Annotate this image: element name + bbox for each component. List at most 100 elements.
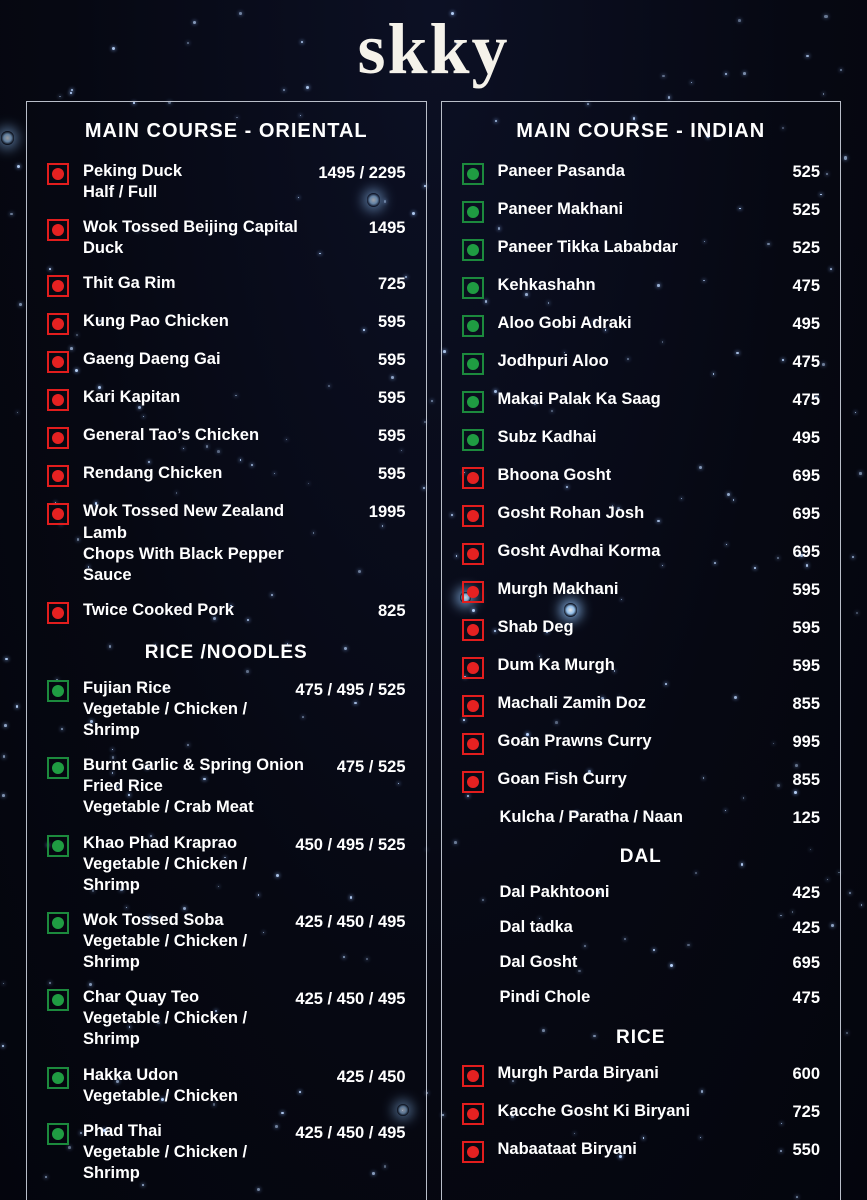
- menu-item-row[interactable]: Burnt Garlic & Spring Onion Fried Rice Ve…: [47, 755, 406, 818]
- menu-item-row[interactable]: Wok Tossed Soba Vegetable / Chicken / Shr…: [47, 910, 406, 973]
- menu-item-row[interactable]: Pindi Chole 475: [462, 987, 821, 1008]
- menu-item-row[interactable]: Jodhpuri Aloo 475: [462, 351, 821, 375]
- menu-item-price: 725: [326, 273, 406, 294]
- menu-item-price: 600: [740, 1063, 820, 1084]
- menu-item-name: Gosht Avdhai Korma: [498, 541, 741, 562]
- menu-item-row[interactable]: Paneer Makhani 525: [462, 199, 821, 223]
- menu-item-price: 495: [740, 313, 820, 334]
- menu-item-name: Fujian Rice Vegetable / Chicken / Shrimp: [83, 678, 285, 741]
- menu-item-row[interactable]: Kari Kapitan 595: [47, 387, 406, 411]
- menu-item-subtext: Vegetable / Chicken / Shrimp: [83, 1008, 285, 1050]
- menu-item-row[interactable]: Gosht Rohan Josh 695: [462, 503, 821, 527]
- menu-item-row[interactable]: Goan Fish Curry 855: [462, 769, 821, 793]
- menu-item-price: 525: [740, 237, 820, 258]
- menu-item-row[interactable]: Dal Pakhtooni 425: [462, 882, 821, 903]
- menu-item-price: 550: [740, 1139, 820, 1160]
- menu-item-price: 475 / 525: [326, 755, 406, 778]
- menu-item-price: 425 / 450 / 495: [285, 987, 405, 1010]
- menu-item-name: Phad Thai Vegetable / Chicken / Shrimp: [83, 1121, 285, 1184]
- veg-indicator-icon: [462, 163, 484, 185]
- menu-item-row[interactable]: Murgh Makhani 595: [462, 579, 821, 603]
- menu-item-price: 495: [740, 427, 820, 448]
- menu-item-row[interactable]: Paneer Tikka Lababdar 525: [462, 237, 821, 261]
- menu-item-row[interactable]: General Tao’s Chicken 595: [47, 425, 406, 449]
- menu-item-row[interactable]: Wok Tossed New Zealand Lamb Chops With Bl…: [47, 501, 406, 585]
- menu-item-row[interactable]: Shab Deg 595: [462, 617, 821, 641]
- menu-item-row[interactable]: Gosht Avdhai Korma 695: [462, 541, 821, 565]
- nonveg-indicator-icon: [462, 1103, 484, 1125]
- menu-item-row[interactable]: Bhoona Gosht 695: [462, 465, 821, 489]
- nonveg-indicator-icon: [462, 733, 484, 755]
- nonveg-indicator-icon: [47, 503, 69, 525]
- menu-item-price: 595: [326, 387, 406, 408]
- menu-item-name: Twice Cooked Pork: [83, 600, 326, 621]
- menu-item-price: 450 / 495 / 525: [285, 833, 405, 856]
- veg-indicator-icon: [462, 315, 484, 337]
- menu-item-row[interactable]: Hakka Udon Vegetable / Chicken 425 / 450: [47, 1065, 406, 1107]
- menu-item-price: 425: [740, 917, 820, 938]
- menu-item-subtext: Vegetable / Chicken: [83, 1086, 326, 1107]
- menu-item-price: 695: [740, 952, 820, 973]
- menu-item-name: Gaeng Daeng Gai: [83, 349, 326, 370]
- menu-item-row[interactable]: Twice Cooked Pork 825: [47, 600, 406, 624]
- menu-item-row[interactable]: Kehkashahn 475: [462, 275, 821, 299]
- menu-item-name: Makai Palak Ka Saag: [498, 389, 741, 410]
- menu-item-price: 1495 / 2295: [308, 161, 405, 184]
- menu-item-row[interactable]: Subz Kadhai 495: [462, 427, 821, 451]
- menu-item-row[interactable]: Dal Gosht 695: [462, 952, 821, 973]
- menu-item-row[interactable]: Dal tadka 425: [462, 917, 821, 938]
- menu-item-name: Paneer Pasanda: [498, 161, 741, 182]
- menu-item-name: Nabaataat Biryani: [498, 1139, 741, 1160]
- menu-item-name: Gosht Rohan Josh: [498, 503, 741, 524]
- veg-indicator-icon: [47, 680, 69, 702]
- menu-item-row[interactable]: Makai Palak Ka Saag 475: [462, 389, 821, 413]
- menu-item-subtext: Vegetable / Chicken / Shrimp: [83, 854, 285, 896]
- menu-item-row[interactable]: Peking Duck Half / Full 1495 / 2295: [47, 161, 406, 203]
- menu-item-price: 595: [740, 655, 820, 676]
- menu-item-name: Murgh Makhani: [498, 579, 741, 600]
- menu-item-price: 475: [740, 389, 820, 410]
- nonveg-indicator-icon: [462, 619, 484, 641]
- menu-item-price: 695: [740, 541, 820, 562]
- menu-item-row[interactable]: Kung Pao Chicken 595: [47, 311, 406, 335]
- menu-item-name: Hakka Udon Vegetable / Chicken: [83, 1065, 326, 1107]
- menu-item-price: 525: [740, 199, 820, 220]
- menu-item-price: 855: [740, 769, 820, 790]
- panel-heading-oriental: MAIN COURSE - ORIENTAL: [47, 120, 406, 143]
- nonveg-indicator-icon: [47, 351, 69, 373]
- menu-item-name: Wok Tossed Beijing Capital Duck: [83, 217, 326, 259]
- menu-item-row[interactable]: Kulcha / Paratha / Naan 125: [462, 807, 821, 828]
- menu-item-row[interactable]: Wok Tossed Beijing Capital Duck 1495: [47, 217, 406, 259]
- menu-item-name: Jodhpuri Aloo: [498, 351, 741, 372]
- menu-item-price: 595: [326, 463, 406, 484]
- menu-item-name: Wok Tossed Soba Vegetable / Chicken / Shr…: [83, 910, 285, 973]
- menu-item-row[interactable]: Khao Phad Kraprao Vegetable / Chicken / S…: [47, 833, 406, 896]
- menu-item-name: Machali Zamin Doz: [498, 693, 741, 714]
- menu-item-row[interactable]: Murgh Parda Biryani 600: [462, 1063, 821, 1087]
- menu-item-row[interactable]: Kacche Gosht Ki Biryani 725: [462, 1101, 821, 1125]
- menu-item-row[interactable]: Machali Zamin Doz 855: [462, 693, 821, 717]
- menu-item-price: 475 / 495 / 525: [285, 678, 405, 701]
- menu-item-row[interactable]: Fujian Rice Vegetable / Chicken / Shrimp 4…: [47, 678, 406, 741]
- menu-item-row[interactable]: Thit Ga Rim 725: [47, 273, 406, 297]
- menu-item-row[interactable]: Dum Ka Murgh 595: [462, 655, 821, 679]
- section-title-indian-23: RICE: [462, 1027, 821, 1049]
- menu-item-name: Goan Prawns Curry: [498, 731, 741, 752]
- menu-item-row[interactable]: Nabaataat Biryani 550: [462, 1139, 821, 1163]
- menu-item-row[interactable]: Goan Prawns Curry 995: [462, 731, 821, 755]
- menu-item-row[interactable]: Char Quay Teo Vegetable / Chicken / Shrim…: [47, 987, 406, 1050]
- menu-item-price: 595: [326, 425, 406, 446]
- menu-item-name: Burnt Garlic & Spring Onion Fried Rice Ve…: [83, 755, 326, 818]
- menu-item-row[interactable]: Gaeng Daeng Gai 595: [47, 349, 406, 373]
- menu-item-name: Char Quay Teo Vegetable / Chicken / Shrim…: [83, 987, 285, 1050]
- veg-indicator-icon: [462, 353, 484, 375]
- menu-item-row[interactable]: Paneer Pasanda 525: [462, 161, 821, 185]
- nonveg-indicator-icon: [462, 581, 484, 603]
- menu-item-row[interactable]: Phad Thai Vegetable / Chicken / Shrimp 425…: [47, 1121, 406, 1184]
- nonveg-indicator-icon: [47, 427, 69, 449]
- menu-item-name: Kehkashahn: [498, 275, 741, 296]
- nonveg-indicator-icon: [47, 219, 69, 241]
- veg-indicator-icon: [47, 835, 69, 857]
- menu-item-row[interactable]: Aloo Gobi Adraki 495: [462, 313, 821, 337]
- menu-item-row[interactable]: Rendang Chicken 595: [47, 463, 406, 487]
